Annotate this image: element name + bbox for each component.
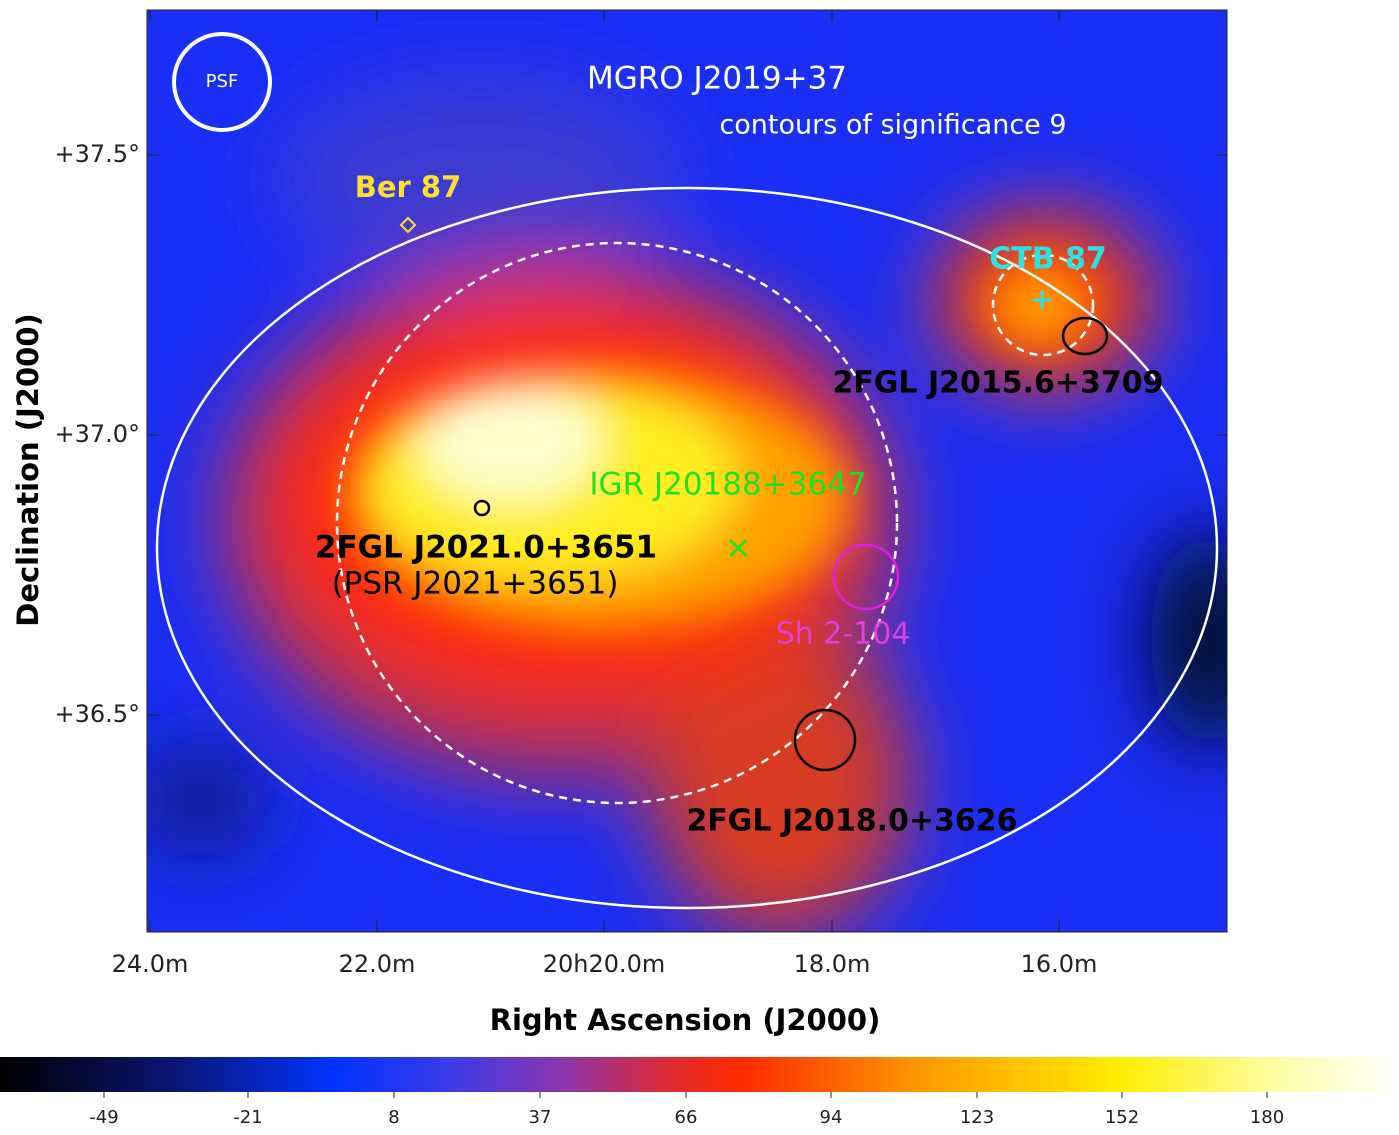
y-tick-label: +37.5° [54,140,140,168]
x-tick-label: 18.0m [794,950,871,978]
x-tick-label: 24.0m [112,950,189,978]
x-axis-label: Right Ascension (J2000) [490,1003,881,1037]
colorbar-tick-label: -21 [233,1107,262,1128]
x-tick-label: 20h20.0m [543,950,666,978]
colorbar-tick-label: 152 [1105,1107,1139,1128]
colorbar-tick-label: 180 [1250,1107,1284,1128]
sky-map: PSF MGRO J2019+37 contours of significan… [0,0,1399,1131]
colorbar-tick-label: 8 [388,1107,399,1128]
colorbar-tick-label: 37 [529,1107,552,1128]
annotation: IGR J20188+3647 [589,467,866,503]
colorbar-tick-label: 123 [960,1107,994,1128]
colorbar-tick-label: -49 [89,1107,118,1128]
y-tick-label: +37.0° [54,420,140,448]
colorbar-tick-label: 94 [820,1107,843,1128]
annotation: 2FGL J2018.0+3626 [686,804,1017,839]
annotation: 2FGL J2021.0+3651 [315,530,657,566]
annotation: Ber 87 [355,170,462,204]
colorbar [0,1057,1399,1092]
x-tick-label: 22.0m [339,950,416,978]
annotation: 2FGL J2015.6+3709 [832,366,1163,401]
y-axis-label: Declination (J2000) [11,313,45,627]
annotation: CTB 87 [989,242,1107,277]
annotation: Sh 2-104 [776,617,911,652]
title: MGRO J2019+37 [587,61,847,97]
subtitle: contours of significance 9 [719,110,1066,141]
colorbar-tick-label: 66 [675,1107,698,1128]
x-tick-label: 16.0m [1021,950,1098,978]
y-tick-label: +36.5° [54,700,140,728]
psf-label: PSF [206,71,239,92]
annotation: (PSR J2021+3651) [332,566,619,602]
